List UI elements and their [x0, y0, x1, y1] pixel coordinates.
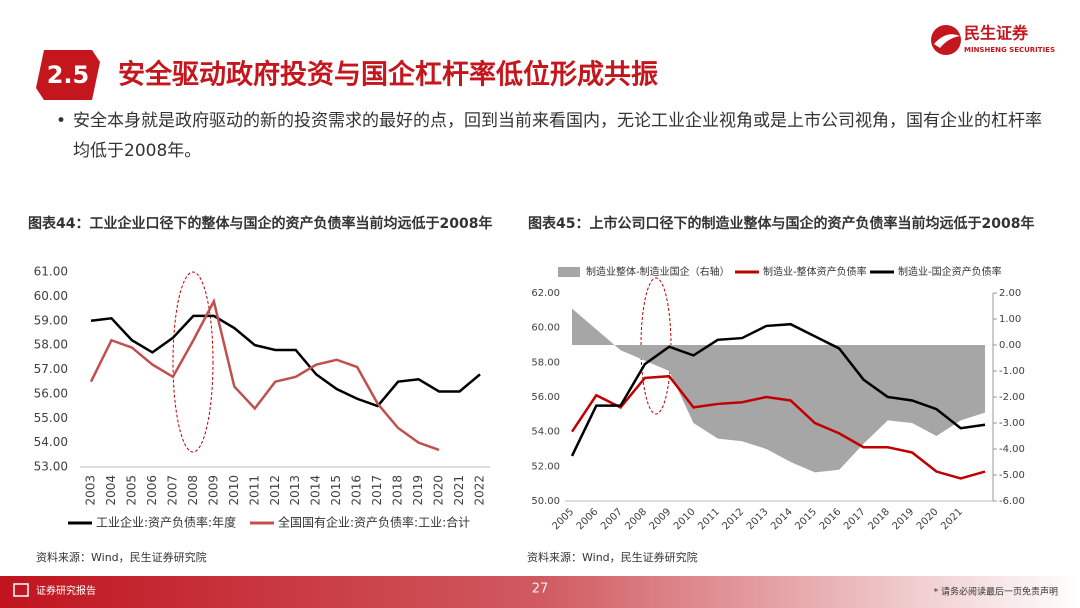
x-tick-label: 2019: [891, 506, 917, 532]
source: 资料来源：Wind，民生证券研究院: [527, 550, 698, 564]
legend-label: 全国国有企业:资产负债率:工业:合计: [278, 515, 470, 530]
y-tick-label: 52.00: [531, 461, 560, 472]
x-tick-label: 2010: [672, 506, 698, 532]
chart-title: 图表44：工业企业口径下的整体与国企的资产负债率当前均远低于2008年: [28, 215, 492, 232]
x-tick-label: 2020: [432, 475, 446, 506]
x-tick-label: 2007: [599, 506, 625, 532]
book-icon: [13, 583, 29, 597]
x-tick-label: 2010: [227, 475, 241, 506]
y2-tick-label: -6.00: [999, 496, 1025, 507]
y2-tick-label: -3.00: [999, 418, 1025, 429]
legend-label: 制造业-整体资产负债率: [763, 265, 867, 278]
chart-title: 图表45：上市公司口径下的制造业整体与国企的资产负债率当前均远低于2008年: [528, 215, 1034, 232]
x-tick-label: 2018: [866, 506, 892, 532]
page-number: 27: [532, 582, 549, 597]
section-number: 2.5: [47, 61, 90, 89]
y-tick-label: 56.00: [34, 386, 68, 400]
x-tick-label: 2005: [550, 506, 576, 532]
line: [89, 297, 440, 452]
x-tick-label: 2008: [186, 475, 200, 506]
y2-tick-label: 0.00: [999, 340, 1021, 351]
x-tick-label: 2016: [350, 475, 364, 506]
legend-label: 工业企业:资产负债率:年度: [96, 515, 236, 530]
x-tick-label: 2012: [721, 506, 747, 532]
x-tick-label: 2020: [915, 506, 941, 532]
y-tick-label: 56.00: [531, 392, 560, 403]
y-tick-label: 62.00: [531, 288, 560, 299]
x-tick-label: 2022: [473, 475, 487, 506]
y2-tick-label: -5.00: [999, 470, 1025, 481]
y-tick-label: 59.00: [34, 313, 68, 327]
badge: [36, 50, 100, 100]
y-tick-label: 60.00: [531, 323, 560, 334]
logo-swoosh: [934, 34, 960, 48]
y-tick-label: 55.00: [34, 411, 68, 425]
x-tick-label: 2019: [411, 475, 425, 506]
y-tick-label: 54.00: [34, 435, 68, 449]
x-tick-label: 2011: [247, 475, 261, 506]
line: [90, 314, 481, 408]
x-tick-label: 2014: [309, 475, 323, 506]
y-tick-label: 60.00: [34, 289, 68, 303]
x-tick-label: 2012: [268, 475, 282, 506]
y-tick-label: 50.00: [531, 496, 560, 507]
x-tick-label: 2017: [842, 506, 868, 532]
y2-tick-label: -4.00: [999, 444, 1025, 455]
x-tick-label: 2006: [575, 506, 601, 532]
bullet-text: 安全本身就是政府驱动的新的投资需求的最好的点，回到当前来看国内，无论工业企业视角…: [73, 111, 1042, 161]
x-tick-label: 2021: [452, 475, 466, 506]
x-tick-label: 2007: [165, 475, 179, 506]
line: [570, 322, 986, 457]
x-tick-label: 2009: [206, 475, 220, 506]
y-tick-label: 53.00: [34, 460, 68, 474]
x-tick-label: 2004: [104, 475, 118, 506]
x-tick-label: 2015: [329, 475, 343, 506]
x-tick-label: 2018: [391, 475, 405, 506]
x-tick-label: 2015: [793, 506, 819, 532]
logo-english: MINSHENG SECURITIES: [964, 46, 1055, 54]
x-tick-label: 2008: [623, 506, 649, 532]
legend-swatch: [558, 267, 580, 277]
x-tick-label: 2003: [84, 475, 98, 506]
x-tick-label: 2014: [769, 506, 795, 532]
y2-tick-label: -1.00: [999, 366, 1025, 377]
highlight-ellipse: [172, 271, 214, 453]
x-tick-label: 2005: [124, 475, 138, 506]
logo-name: 民生证券: [964, 24, 1029, 43]
x-tick-label: 2009: [648, 506, 674, 532]
line: [570, 374, 986, 480]
x-tick-label: 2017: [370, 475, 384, 506]
bullet: • 安全本身就是政府驱动的新的投资需求的最好的点，回到当前来看国内，无论工业企业视…: [56, 106, 1056, 166]
source: 资料来源：Wind，民生证券研究院: [36, 550, 207, 564]
legend-label: 制造业整体-制造业国企（右轴）: [586, 265, 730, 278]
y-tick-label: 58.00: [531, 357, 560, 368]
x-tick-label: 2006: [145, 475, 159, 506]
y2-tick-label: -2.00: [999, 392, 1025, 403]
y2-tick-label: 1.00: [999, 314, 1021, 325]
footer-left: 证券研究报告: [36, 584, 96, 597]
slide-title: 安全驱动政府投资与国企杠杆率低位形成共振: [118, 59, 658, 91]
x-tick-label: 2016: [818, 506, 844, 532]
y-tick-label: 57.00: [34, 362, 68, 376]
x-tick-label: 2021: [939, 506, 965, 532]
y-tick-label: 58.00: [34, 338, 68, 352]
x-tick-label: 2011: [696, 506, 722, 532]
x-tick-label: 2013: [288, 475, 302, 506]
y-tick-label: 54.00: [531, 427, 560, 438]
footer-bar: [0, 576, 1080, 608]
footer-right: * 请务必阅读最后一页免责声明: [934, 586, 1058, 598]
legend-label: 制造业-国企资产负债率: [898, 265, 1002, 278]
y-tick-label: 61.00: [34, 265, 68, 279]
y2-tick-label: 2.00: [999, 288, 1021, 299]
x-tick-label: 2013: [745, 506, 771, 532]
